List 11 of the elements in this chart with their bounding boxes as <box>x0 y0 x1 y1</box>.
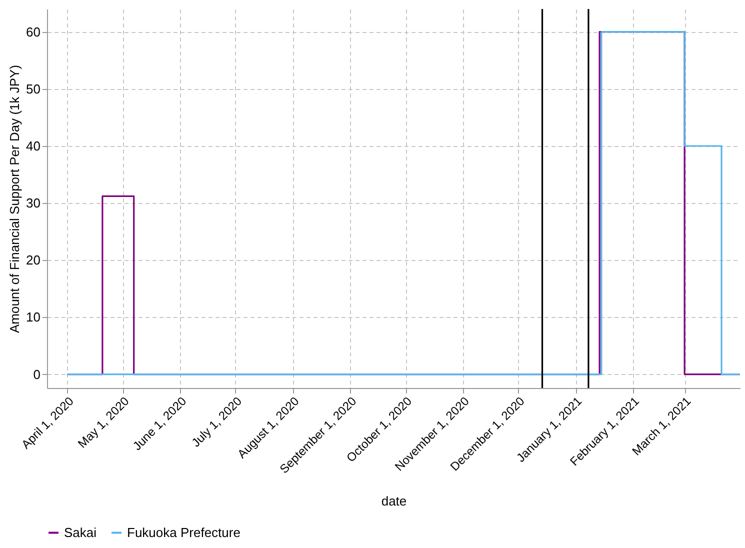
y-tick-label: 60 <box>26 24 40 40</box>
legend-label: Fukuoka Prefecture <box>127 524 240 540</box>
y-tick-label: 40 <box>26 138 40 154</box>
y-tick-label: 0 <box>33 366 40 382</box>
y-tick-label: 30 <box>26 196 40 211</box>
x-axis-title: date <box>381 493 407 508</box>
legend-label: Sakai <box>64 524 97 540</box>
y-tick-label: 10 <box>26 310 40 325</box>
y-tick-label: 50 <box>26 81 40 96</box>
y-axis-title: Amount of Financial Support Per Day (1k JPY) <box>7 64 22 334</box>
y-tick-label: 20 <box>26 252 40 268</box>
